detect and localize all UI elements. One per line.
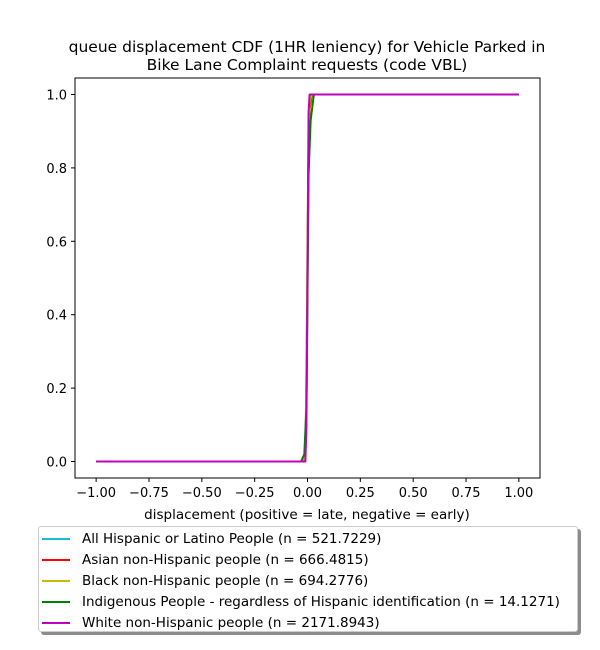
- legend-swatch: [42, 537, 70, 540]
- x-axis-label: displacement (positive = late, negative …: [144, 507, 470, 523]
- y-tick-label: 0.0: [46, 455, 67, 470]
- x-tick-label: −1.00: [76, 486, 116, 501]
- legend-label: All Hispanic or Latino People (n = 521.7…: [82, 530, 382, 547]
- y-tick-label: 0.6: [46, 235, 67, 250]
- legend-swatch: [42, 600, 70, 603]
- y-tick-label: 0.2: [46, 382, 67, 397]
- legend-item-4: White non-Hispanic people (n = 2171.8943…: [39, 612, 380, 633]
- x-tick-label: 0.00: [293, 486, 322, 501]
- plot-frame: [74, 77, 541, 479]
- series-line-4: [96, 93, 519, 463]
- y-tick-label: 0.4: [46, 309, 67, 324]
- legend-label: Indigenous People - regardless of Hispan…: [82, 593, 560, 610]
- chart-title-line2: Bike Lane Complaint requests (code VBL): [147, 56, 468, 74]
- x-tick-label: 0.75: [452, 486, 481, 501]
- legend-item-0: All Hispanic or Latino People (n = 521.7…: [39, 528, 381, 549]
- legend: All Hispanic or Latino People (n = 521.7…: [38, 526, 578, 632]
- legend-swatch: [42, 579, 70, 582]
- legend-item-3: Indigenous People - regardless of Hispan…: [39, 591, 560, 612]
- axis-ticks: −1.00 −0.75 −0.50 −0.25 0.00 0.25 0.50 0.75 1.00…: [46, 89, 533, 501]
- x-tick-label: 1.00: [504, 486, 533, 501]
- legend-label: Black non-Hispanic people (n = 694.2776): [82, 572, 369, 589]
- x-tick-label: 0.25: [346, 486, 375, 501]
- legend-item-2: Black non-Hispanic people (n = 694.2776): [39, 570, 368, 591]
- y-tick-label: 1.0: [46, 89, 67, 104]
- x-tick-label: −0.50: [182, 486, 222, 501]
- legend-item-1: Asian non-Hispanic people (n = 666.4815): [39, 549, 369, 570]
- legend-swatch: [42, 558, 70, 561]
- y-tick-label: 0.8: [46, 162, 67, 177]
- legend-label: Asian non-Hispanic people (n = 666.4815): [82, 551, 369, 568]
- x-tick-label: −0.25: [235, 486, 275, 501]
- chart-title-line1: queue displacement CDF (1HR leniency) fo…: [69, 38, 546, 56]
- x-tick-label: 0.50: [399, 486, 428, 501]
- legend-swatch: [42, 621, 70, 624]
- plot-area: [96, 93, 519, 463]
- legend-label: White non-Hispanic people (n = 2171.8943…: [82, 614, 380, 631]
- x-tick-label: −0.75: [129, 486, 169, 501]
